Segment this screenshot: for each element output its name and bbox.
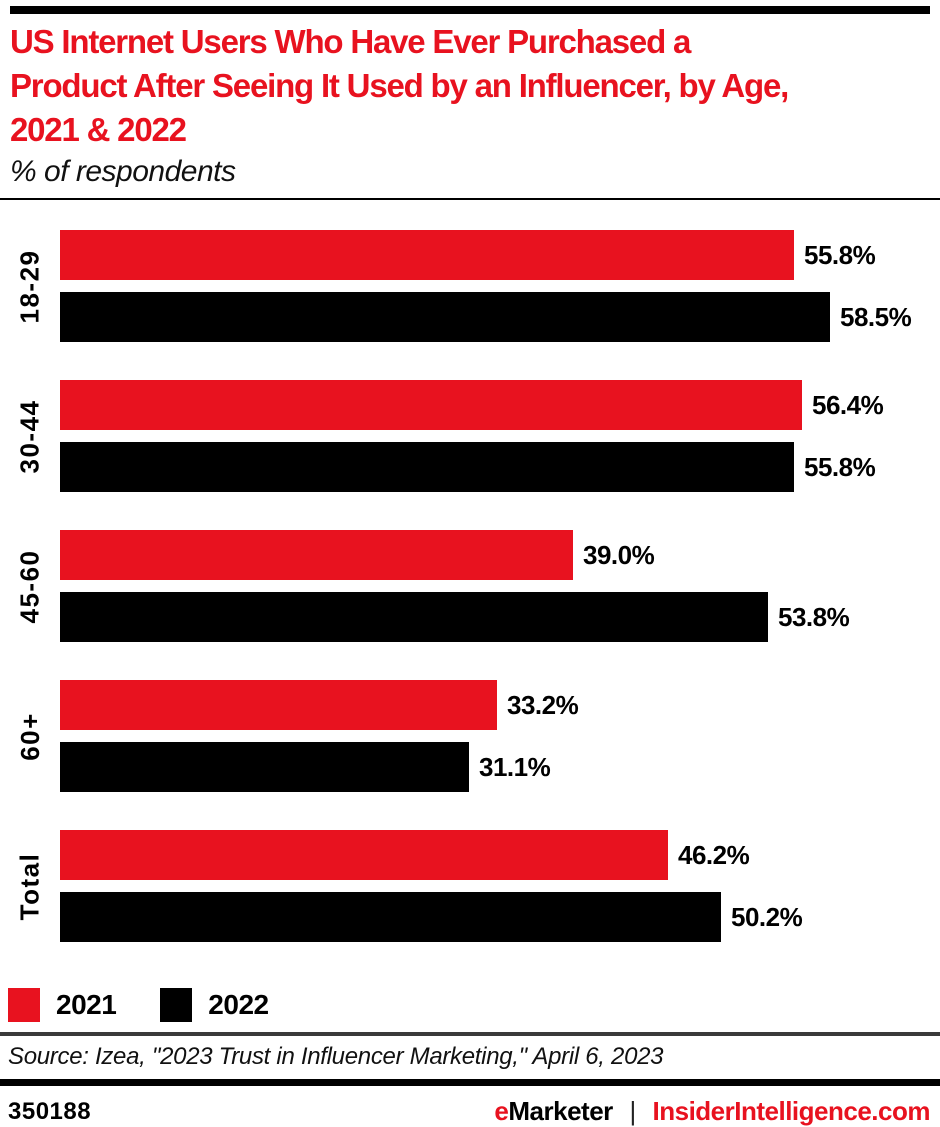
legend-swatch-2022	[160, 988, 193, 1022]
bar-group: 60+ 33.2% 31.1%	[0, 680, 940, 792]
bar-group: 45-60 39.0% 53.8%	[0, 530, 940, 642]
category-label: 30-44	[14, 399, 45, 473]
bar-value-label: 55.8%	[804, 451, 876, 482]
top-accent-bar	[10, 6, 930, 14]
bar-2021	[60, 830, 668, 880]
page-title: US Internet Users Who Have Ever Purchase…	[10, 20, 930, 152]
legend: 2021 2022	[8, 988, 940, 1022]
bar-chart: 18-29 55.8% 58.5% 30-44 56.4% 55.8% 45-60 39.0%…	[0, 230, 940, 942]
bar-value-label: 55.8%	[804, 239, 876, 270]
bar-2021	[60, 680, 497, 730]
header-divider	[0, 198, 940, 200]
bar-row: 56.4%	[60, 380, 940, 430]
title-line-3: 2021 & 2022	[10, 111, 187, 148]
bar-2022	[60, 292, 830, 342]
emarketer-logo-e: e	[494, 1096, 509, 1126]
bar-row: 46.2%	[60, 830, 940, 880]
footer-divider	[0, 1079, 940, 1086]
bar-2021	[60, 380, 802, 430]
emarketer-logo-name: Marketer	[508, 1096, 613, 1126]
category-label: Total	[14, 852, 45, 920]
bar-2022	[60, 442, 794, 492]
bar-row: 33.2%	[60, 680, 940, 730]
bar-group: 30-44 56.4% 55.8%	[0, 380, 940, 492]
bar-row: 55.8%	[60, 442, 940, 492]
insider-intelligence-link: InsiderIntelligence.com	[652, 1096, 931, 1126]
bar-value-label: 58.5%	[840, 301, 912, 332]
bar-row: 39.0%	[60, 530, 940, 580]
bar-2021	[60, 230, 794, 280]
bar-row: 50.2%	[60, 892, 940, 942]
bar-value-label: 46.2%	[678, 839, 750, 870]
legend-label-2021: 2021	[56, 989, 117, 1020]
category-label: 18-29	[14, 249, 45, 323]
title-line-2: Product After Seeing It Used by an Influ…	[10, 67, 789, 104]
bar-2021	[60, 530, 573, 580]
source-note: Source: Izea, "2023 Trust in Influencer …	[8, 1043, 664, 1070]
bar-row: 58.5%	[60, 292, 940, 342]
bar-2022	[60, 892, 721, 942]
bar-value-label: 50.2%	[731, 901, 803, 932]
bar-value-label: 56.4%	[812, 389, 884, 420]
brand-separator: |	[629, 1096, 637, 1126]
bar-row: 53.8%	[60, 592, 940, 642]
legend-swatch-2021	[8, 988, 40, 1022]
bar-group: 18-29 55.8% 58.5%	[0, 230, 940, 342]
bar-value-label: 31.1%	[479, 751, 551, 782]
footer: 350188 eMarketer | InsiderIntelligence.c…	[0, 1086, 940, 1127]
category-label: 60+	[14, 711, 45, 761]
title-line-1: US Internet Users Who Have Ever Purchase…	[10, 23, 691, 60]
bar-2022	[60, 742, 469, 792]
bar-2022	[60, 592, 768, 642]
category-label: 45-60	[14, 549, 45, 623]
chart-header: US Internet Users Who Have Ever Purchase…	[0, 20, 940, 192]
chart-id: 350188	[8, 1097, 92, 1125]
bar-row: 31.1%	[60, 742, 940, 792]
legend-label-2022: 2022	[208, 989, 269, 1020]
brand-logos: eMarketer | InsiderIntelligence.com	[494, 1096, 930, 1127]
bar-group: Total 46.2% 50.2%	[0, 830, 940, 942]
bar-value-label: 33.2%	[507, 689, 579, 720]
bar-value-label: 39.0%	[583, 539, 655, 570]
bar-row: 55.8%	[60, 230, 940, 280]
chart-subtitle: % of respondents	[10, 155, 236, 188]
legend-divider	[0, 1032, 940, 1036]
bar-value-label: 53.8%	[778, 601, 850, 632]
